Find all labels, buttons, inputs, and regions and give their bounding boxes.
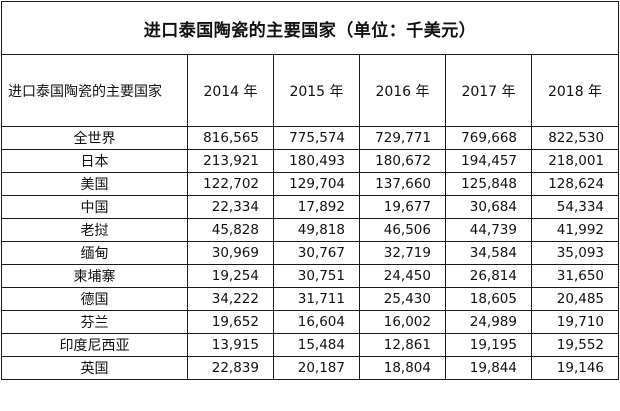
value-cell: 822,530 [530, 126, 620, 150]
value-cell: 45,828 [187, 218, 274, 242]
table-row: 英国 22,839 20,187 18,804 19,844 19,146 [1, 356, 620, 380]
value-cell: 22,839 [187, 356, 274, 380]
country-cell: 芬兰 [1, 310, 188, 334]
value-cell: 19,552 [530, 333, 620, 357]
value-cell: 22,334 [187, 195, 274, 219]
value-cell: 19,254 [187, 264, 274, 288]
value-cell: 16,002 [359, 310, 446, 334]
value-cell: 13,915 [187, 333, 274, 357]
header-year-2015: 2015 年 [273, 54, 360, 127]
value-cell: 30,969 [187, 241, 274, 265]
value-cell: 19,195 [445, 333, 532, 357]
value-cell: 729,771 [359, 126, 446, 150]
table-row: 中国 22,334 17,892 19,677 30,684 54,334 [1, 195, 620, 219]
value-cell: 128,624 [530, 172, 620, 196]
value-cell: 218,001 [530, 149, 620, 173]
table-title: 进口泰国陶瓷的主要国家（单位：千美元） [0, 1, 620, 55]
value-cell: 16,604 [273, 310, 360, 334]
value-cell: 769,668 [445, 126, 532, 150]
value-cell: 31,650 [530, 264, 620, 288]
country-cell: 英国 [1, 356, 188, 380]
header-year-2017: 2017 年 [445, 54, 532, 127]
value-cell: 44,739 [445, 218, 532, 242]
value-cell: 180,493 [273, 149, 360, 173]
value-cell: 19,652 [187, 310, 274, 334]
value-cell: 24,450 [359, 264, 446, 288]
value-cell: 129,704 [273, 172, 360, 196]
value-cell: 816,565 [187, 126, 274, 150]
value-cell: 34,222 [187, 287, 274, 311]
header-country-label: 进口泰国陶瓷的主要国家 [1, 54, 188, 127]
value-cell: 24,989 [445, 310, 532, 334]
value-cell: 54,334 [530, 195, 620, 219]
value-cell: 18,804 [359, 356, 446, 380]
table-row: 芬兰 19,652 16,604 16,002 24,989 19,710 [1, 310, 620, 334]
value-cell: 41,992 [530, 218, 620, 242]
value-cell: 194,457 [445, 149, 532, 173]
value-cell: 122,702 [187, 172, 274, 196]
value-cell: 30,684 [445, 195, 532, 219]
value-cell: 180,672 [359, 149, 446, 173]
value-cell: 31,711 [273, 287, 360, 311]
header-year-2014: 2014 年 [187, 54, 274, 127]
country-cell: 美国 [1, 172, 188, 196]
country-cell: 德国 [1, 287, 188, 311]
value-cell: 125,848 [445, 172, 532, 196]
value-cell: 19,844 [445, 356, 532, 380]
value-cell: 34,584 [445, 241, 532, 265]
value-cell: 35,093 [530, 241, 620, 265]
table-row: 柬埔寨 19,254 30,751 24,450 26,814 31,650 [1, 264, 620, 288]
value-cell: 775,574 [273, 126, 360, 150]
table-row: 全世界 816,565 775,574 729,771 769,668 822,530 [1, 126, 620, 150]
country-cell: 老挝 [1, 218, 188, 242]
country-cell: 全世界 [1, 126, 188, 150]
table-row: 美国 122,702 129,704 137,660 125,848 128,624 [1, 172, 620, 196]
value-cell: 12,861 [359, 333, 446, 357]
header-year-2016: 2016 年 [359, 54, 446, 127]
table-row: 缅甸 30,969 30,767 32,719 34,584 35,093 [1, 241, 620, 265]
country-cell: 日本 [1, 149, 188, 173]
value-cell: 20,187 [273, 356, 360, 380]
header-year-2018: 2018 年 [530, 54, 620, 127]
value-cell: 19,677 [359, 195, 446, 219]
value-cell: 25,430 [359, 287, 446, 311]
table-row: 日本 213,921 180,493 180,672 194,457 218,001 [1, 149, 620, 173]
value-cell: 32,719 [359, 241, 446, 265]
country-cell: 柬埔寨 [1, 264, 188, 288]
value-cell: 213,921 [187, 149, 274, 173]
country-cell: 印度尼西亚 [1, 333, 188, 357]
title-row: 进口泰国陶瓷的主要国家（单位：千美元） [0, 1, 620, 55]
value-cell: 30,751 [273, 264, 360, 288]
country-cell: 缅甸 [1, 241, 188, 265]
value-cell: 15,484 [273, 333, 360, 357]
value-cell: 18,605 [445, 287, 532, 311]
import-table: 进口泰国陶瓷的主要国家（单位：千美元） 进口泰国陶瓷的主要国家 2014 年 2… [0, 1, 620, 380]
country-cell: 中国 [1, 195, 188, 219]
table-row: 德国 34,222 31,711 25,430 18,605 20,485 [1, 287, 620, 311]
value-cell: 19,146 [530, 356, 620, 380]
value-cell: 46,506 [359, 218, 446, 242]
value-cell: 30,767 [273, 241, 360, 265]
value-cell: 26,814 [445, 264, 532, 288]
value-cell: 137,660 [359, 172, 446, 196]
value-cell: 20,485 [530, 287, 620, 311]
value-cell: 19,710 [530, 310, 620, 334]
value-cell: 17,892 [273, 195, 360, 219]
table-row: 印度尼西亚 13,915 15,484 12,861 19,195 19,552 [1, 333, 620, 357]
value-cell: 49,818 [273, 218, 360, 242]
header-row: 进口泰国陶瓷的主要国家 2014 年 2015 年 2016 年 2017 年 … [1, 54, 620, 127]
table-row: 老挝 45,828 49,818 46,506 44,739 41,992 [1, 218, 620, 242]
